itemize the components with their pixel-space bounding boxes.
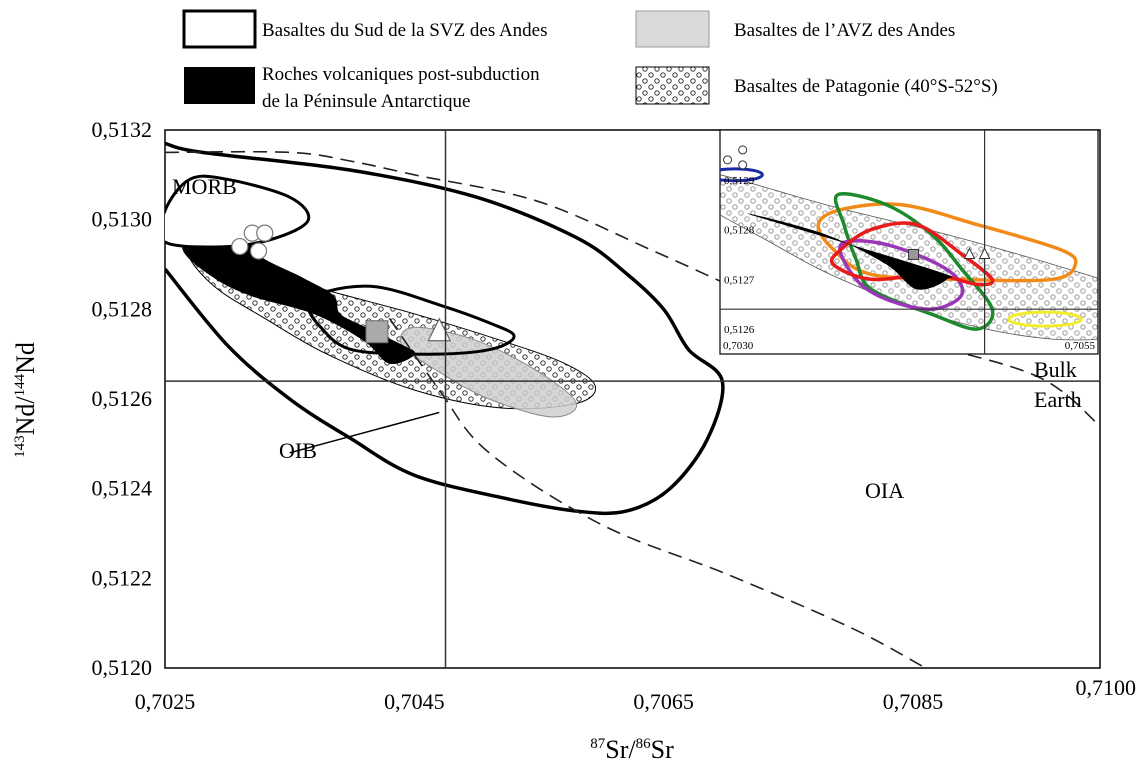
- oia-field-upper-boundary: [165, 150, 1100, 427]
- legend-swatch-outline: [182, 9, 257, 49]
- inset-y-tick-label: 0,5127: [724, 274, 755, 286]
- region-label-oib: OIB: [279, 438, 317, 463]
- data-point-square: [365, 320, 389, 344]
- legend-label: Basaltes de Patagonie (40°S-52°S): [734, 76, 998, 97]
- inset-antarctic-field: [747, 213, 953, 290]
- bulk-earth-label-line2: Earth: [1034, 387, 1082, 412]
- legend-item-antarctic: Roches volcaniques post-subduction de la…: [184, 64, 540, 112]
- main-reference-lines: [165, 130, 1100, 668]
- y-tick-label: 0,5120: [92, 655, 153, 680]
- x-tick-label: 0,7045: [384, 689, 445, 714]
- region-label-oia: OIA: [865, 478, 904, 503]
- inset-x-tick-label: 0,7030: [723, 340, 754, 352]
- inset-y-tick-label: 0,5128: [724, 225, 755, 237]
- y-axis-title: 143Nd/144Nd: [11, 342, 40, 458]
- plot-frame: [164, 129, 1101, 669]
- y-tick-labels: 0,5132 0,5130 0,5128 0,5126 0,5124 0,5122 0,51…: [92, 117, 153, 680]
- y-tick-label: 0,5124: [92, 476, 153, 501]
- y-tick-label: 0,5126: [92, 386, 153, 411]
- oib-label-pointer: [289, 411, 440, 454]
- x-axis-title: 87Sr/86Sr: [590, 735, 674, 764]
- inset-outline-yellow: [1007, 310, 1083, 328]
- inset-outline-purple: [838, 239, 965, 311]
- inset-point-circle: [723, 155, 733, 165]
- x-tick-label: 0,7100: [1076, 675, 1137, 700]
- y-tick-label: 0,5128: [92, 296, 153, 321]
- x-tick-labels: 0,7025 0,7045 0,7065 0,7085 0,7100: [135, 675, 1136, 714]
- main-fields: [165, 141, 1100, 668]
- y-tick-label: 0,5130: [92, 207, 153, 232]
- inset-point-circle: [738, 160, 748, 170]
- inset-x-tick-label: 0,7055: [1065, 340, 1096, 352]
- y-tick-label: 0,5132: [92, 117, 153, 142]
- inset-y-tick-label: 0,5129: [724, 175, 755, 187]
- x-tick-label: 0,7025: [135, 689, 196, 714]
- legend-label: Basaltes de l’AVZ des Andes: [734, 20, 955, 41]
- inset-y-tick-label: 0,5126: [724, 324, 755, 336]
- x-tick-label: 0,7085: [883, 689, 944, 714]
- data-point-circle: [256, 224, 274, 242]
- inset-outline-orange: [816, 202, 1078, 283]
- legend-item-svz-sud: Basaltes du Sud de la SVZ des Andes: [182, 9, 548, 49]
- legend: Basaltes du Sud de la SVZ des Andes Basa…: [182, 9, 998, 112]
- inset-point-triangle: [978, 247, 991, 259]
- legend-swatch-black: [184, 67, 255, 104]
- legend-label: Basaltes du Sud de la SVZ des Andes: [262, 20, 548, 41]
- inset-tick-labels: 0,5129 0,5128 0,5127 0,5126 0,7030 0,7055: [723, 175, 1096, 352]
- inset-plot: 0,5129 0,5128 0,5127 0,5126 0,7030 0,7055: [719, 129, 1099, 355]
- inset-point-square: [908, 248, 920, 260]
- region-label-morb: MORB: [172, 174, 237, 199]
- legend-item-patagonia: Basaltes de Patagonie (40°S-52°S): [635, 66, 998, 105]
- data-point-circle: [231, 237, 249, 256]
- morb-field: [165, 174, 311, 249]
- inset-point-circle: [738, 145, 748, 155]
- legend-label-line1: Roches volcaniques post-subduction: [262, 64, 540, 85]
- inset-point-triangle: [963, 247, 976, 259]
- legend-item-avz: Basaltes de l’AVZ des Andes: [635, 10, 955, 48]
- data-point-circle: [249, 242, 268, 260]
- y-tick-label: 0,5122: [92, 565, 153, 590]
- legend-swatch-dotted: [635, 66, 710, 105]
- legend-label-line2: de la Péninsule Antarctique: [262, 91, 470, 112]
- legend-swatch-grey: [635, 10, 710, 48]
- inset-outline-blue: [720, 167, 764, 183]
- bulk-earth-label-line1: Bulk: [1034, 357, 1077, 382]
- inset-points: [723, 145, 991, 290]
- inset-outline-red: [829, 221, 995, 287]
- x-tick-label: 0,7065: [633, 689, 694, 714]
- svz-sud-basalt-field: [306, 284, 516, 356]
- inset-reference-lines: [720, 130, 1098, 354]
